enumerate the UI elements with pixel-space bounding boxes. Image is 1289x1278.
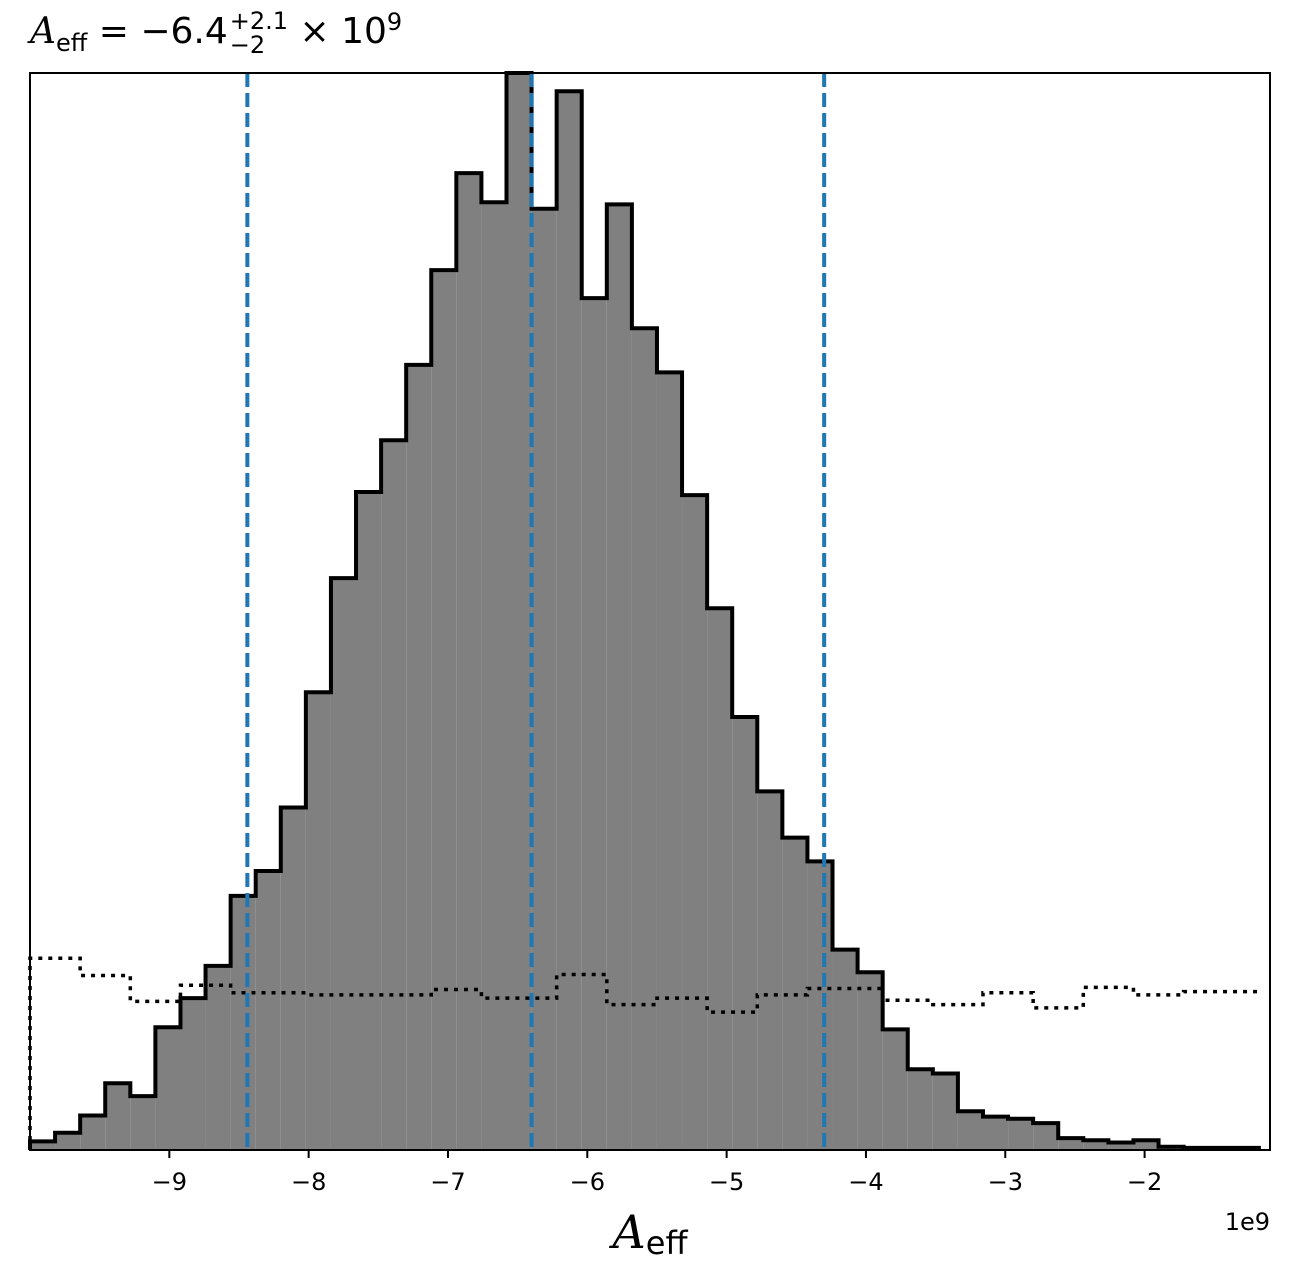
x-tick-label: −8 — [291, 1168, 326, 1196]
posterior-outline — [28, 71, 1261, 1150]
posterior-bar — [882, 1029, 908, 1150]
plot-marks — [28, 71, 1261, 1151]
posterior-bar — [1008, 1118, 1034, 1150]
posterior-bar — [381, 440, 407, 1151]
prior-outline — [28, 956, 1259, 1150]
posterior-bar — [55, 1132, 81, 1150]
x-tick-label: −5 — [709, 1168, 744, 1196]
axis-offset-text: 1e9 — [1225, 1208, 1270, 1236]
posterior-bar — [356, 491, 382, 1150]
title-sup: +2.1 — [229, 7, 289, 35]
posterior-bar — [255, 871, 281, 1150]
posterior-bar — [130, 1096, 156, 1150]
posterior-bar — [1033, 1123, 1059, 1150]
x-tick-label: −9 — [152, 1168, 187, 1196]
posterior-bar — [305, 692, 331, 1150]
posterior-bar — [1108, 1142, 1134, 1150]
title-times: × 10 — [288, 11, 387, 52]
posterior-bar — [1058, 1138, 1084, 1150]
posterior-bar — [506, 73, 532, 1150]
posterior-bar — [932, 1073, 958, 1150]
posterior-bar — [280, 807, 306, 1150]
x-axis-label-symbol: A — [609, 1205, 646, 1259]
posterior-bar — [1083, 1140, 1109, 1150]
posterior-bar — [631, 328, 657, 1150]
posterior-bar — [556, 91, 582, 1151]
x-axis-label-subscript: eff — [646, 1224, 689, 1262]
posterior-bar — [656, 372, 683, 1150]
x-axis-label: Aeff — [609, 1205, 689, 1262]
posterior-bar — [606, 204, 632, 1151]
posterior-bar — [531, 208, 557, 1150]
posterior-bar — [406, 364, 432, 1150]
posterior-bar — [1133, 1140, 1159, 1150]
posterior-bar — [30, 1141, 56, 1150]
posterior-bar — [205, 965, 231, 1150]
posterior-bar — [682, 495, 708, 1151]
posterior-bar — [732, 717, 758, 1150]
posterior-bar — [982, 1116, 1009, 1150]
posterior-bar — [907, 1069, 933, 1150]
title-equals: = −6.4 — [87, 11, 228, 52]
posterior-bar — [330, 578, 357, 1150]
title-exp: 9 — [386, 8, 403, 36]
chart-title: Aeff = −6.4 +2.1 −2 × 109 — [30, 8, 402, 57]
x-tick-label: −2 — [1127, 1168, 1162, 1196]
posterior-bar — [80, 1115, 106, 1150]
x-tick-label: −6 — [570, 1168, 605, 1196]
posterior-bar — [857, 972, 883, 1150]
posterior-bar — [481, 202, 507, 1151]
posterior-bar — [807, 861, 833, 1150]
posterior-bar — [431, 270, 457, 1150]
x-tick-label: −3 — [988, 1168, 1023, 1196]
posterior-bar — [957, 1111, 983, 1150]
x-axis-ticks: −9 −8 −7 −6 −5 −4 −3 −2 — [152, 1150, 1162, 1196]
title-subscript: eff — [56, 29, 88, 58]
posterior-bar — [832, 949, 858, 1150]
title-sub: −2 — [229, 31, 266, 59]
x-tick-label: −4 — [848, 1168, 883, 1196]
posterior-bar — [155, 1027, 181, 1150]
posterior-bar — [230, 895, 256, 1150]
x-tick-label: −7 — [430, 1168, 465, 1196]
posterior-bar — [180, 998, 206, 1150]
title-symbol: A — [30, 11, 56, 52]
posterior-bar — [757, 791, 783, 1150]
posterior-bar — [105, 1083, 131, 1150]
posterior-bar — [581, 298, 607, 1150]
posterior-bar — [456, 173, 482, 1150]
title-errors: +2.1 −2 — [230, 9, 288, 57]
plot-frame — [29, 72, 1271, 1151]
posterior-bar — [707, 608, 733, 1150]
